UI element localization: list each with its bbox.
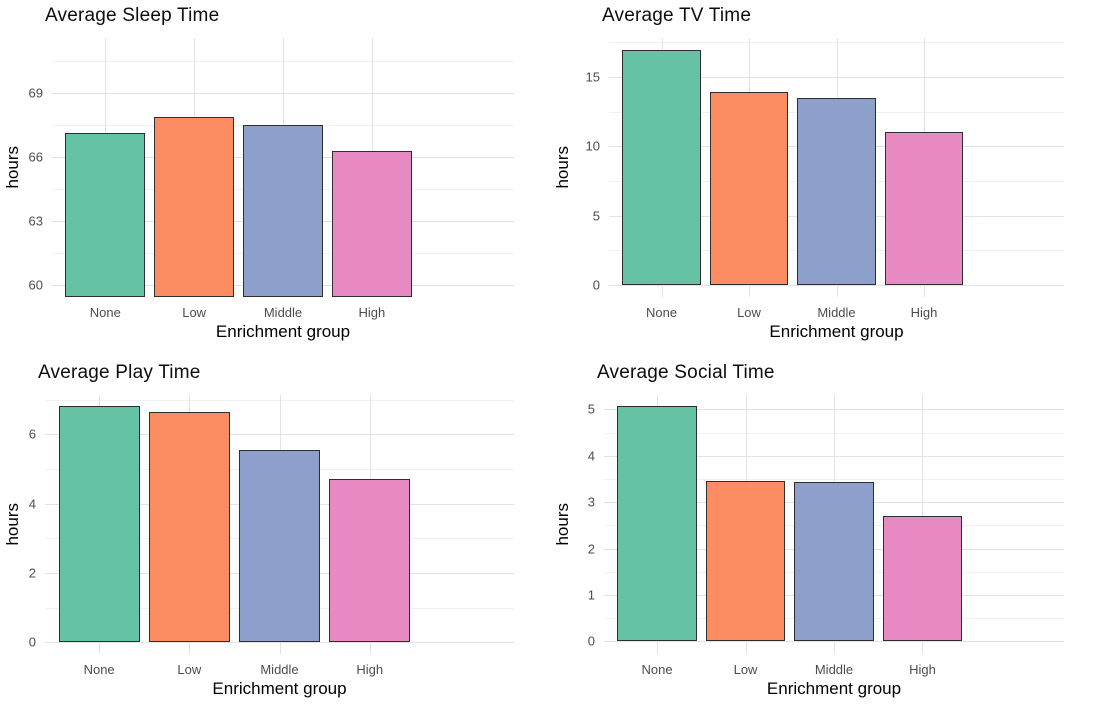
plot-panel [609,38,1064,297]
y-tick-label: 1 [587,587,595,603]
x-tick-label: Low [182,305,207,320]
y-tick-label: 5 [592,208,600,224]
bar-low [148,411,230,643]
x-tick-label: None [83,662,115,677]
bar-middle [243,125,323,297]
x-tick-label: High [358,305,386,320]
x-tick-label: Middle [814,662,854,677]
bar-none [58,406,140,643]
y-tick-label: 2 [587,541,595,557]
y-axis-tick-labels: 0 5 10 15 [550,38,600,297]
bar-high [329,479,411,643]
y-tick-label: 15 [585,69,600,85]
x-tick-label: Middle [263,305,303,320]
x-tick-label: None [89,305,121,320]
y-tick-label: 0 [28,634,36,650]
x-axis-title: Enrichment group [769,322,904,341]
chart-title: Average Play Time [38,362,201,383]
y-tick-label: 6 [28,426,36,442]
y-tick-label: 0 [592,277,600,293]
tv-time-chart: Average TV Time hours 0 5 10 15 None Low Midd… [550,0,1100,357]
x-axis-tick-labels: None Low Middle High [45,660,514,678]
plot-panel [45,395,514,654]
x-axis-title: Enrichment group [212,679,347,698]
y-tick-label: 69 [28,85,43,101]
y-tick-label: 3 [587,494,595,510]
x-tick-label: High [910,305,938,320]
x-tick-label: None [645,305,678,320]
bar-high [331,150,412,297]
x-tick-label: Middle [260,662,299,677]
x-axis-tick-labels: None Low Middle High [52,303,514,321]
chart-title: Average Sleep Time [45,5,220,26]
y-axis-tick-labels: 60 63 66 69 [0,38,43,297]
x-axis-title: Enrichment group [766,679,902,698]
x-axis-tick-labels: None Low Middle High [609,303,1064,321]
plot-panel [52,38,514,297]
y-tick-label: 63 [28,213,43,229]
x-axis-tick-labels: None Low Middle High [604,660,1064,678]
x-tick-label: High [909,662,936,677]
x-tick-label: High [356,662,384,677]
sleep-time-chart: Average Sleep Time hours 60 63 66 69 None Lo… [0,0,550,357]
chart-title: Average Social Time [597,362,775,383]
y-tick-label: 5 [587,401,595,417]
bar-none [65,132,146,297]
x-tick-label: None [641,662,673,677]
y-tick-label: 4 [587,448,595,464]
y-axis-tick-labels: 0 1 2 3 4 5 [550,395,595,654]
bar-high [884,132,964,286]
y-tick-label: 4 [28,496,36,512]
y-tick-label: 66 [28,149,43,165]
x-tick-label: Low [733,662,758,677]
bar-none [622,49,701,286]
y-tick-label: 60 [28,277,43,293]
bar-low [705,481,786,642]
chart-title: Average TV Time [602,5,752,26]
x-tick-label: Middle [817,305,856,320]
x-axis-title: Enrichment group [215,322,351,341]
y-axis-tick-labels: 0 2 4 6 [0,395,36,654]
x-tick-label: Low [177,662,202,677]
bar-middle [797,97,876,286]
bar-high [882,516,963,642]
bar-low [154,116,235,297]
bar-none [617,406,697,642]
y-tick-label: 0 [587,633,595,649]
bar-low [709,92,789,286]
plot-panel [604,395,1064,654]
y-tick-label: 10 [585,138,600,154]
bar-middle [238,449,321,643]
x-tick-label: Low [737,305,761,320]
bar-middle [794,482,874,642]
y-tick-label: 2 [28,565,36,581]
